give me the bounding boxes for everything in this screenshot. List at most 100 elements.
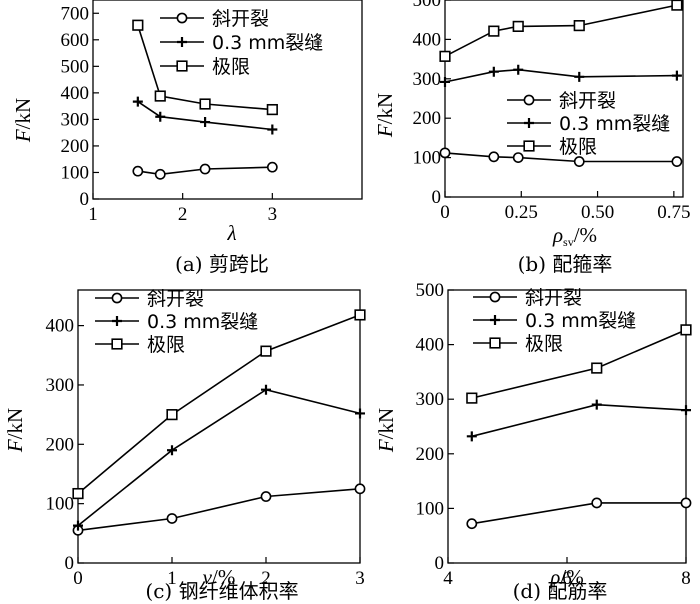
x-tick-label: 3 [268,204,278,225]
data-point [166,513,178,524]
data-point [439,147,451,159]
data-point [573,20,585,32]
panel-caption: (c) 钢纤维体积率 [145,579,298,603]
y-tick-label: 100 [413,148,442,169]
data-point [166,409,178,421]
data-point [574,71,585,82]
data-point [591,362,603,374]
legend-marker [490,315,500,325]
legend-marker [111,292,123,304]
data-point [72,487,84,500]
legend-marker [177,37,187,47]
legend-marker [176,60,188,72]
data-point [488,25,500,37]
y-tick-label: 400 [413,29,442,50]
data-point [154,90,166,102]
series-line-1 [137,166,273,176]
x-tick-label: 0.75 [657,202,690,223]
legend-entry: 斜开裂 [559,90,616,112]
chart-panel-4: 0 100 200 300 400 500 4 6 8 F/kN ρ/%(d) 配筋率 斜开裂0.3 … [374,280,692,603]
data-point [488,66,499,77]
y-tick-label: 600 [61,30,90,51]
data-point [512,20,524,32]
data-point [155,111,166,122]
data-point [440,76,450,87]
data-point [354,309,366,321]
data-point [681,405,691,416]
x-tick-label: 2 [178,204,188,225]
data-point [73,520,83,531]
y-tick-label: 0 [65,553,75,574]
x-tick-label: 1 [88,204,98,225]
data-point [132,19,144,31]
data-point [260,491,272,502]
data-point [573,156,585,167]
legend-marker [524,118,534,128]
legend-marker [489,337,501,349]
data-point [466,518,478,530]
series-line-2 [471,403,687,438]
legend-entry: 0.3 mm裂缝 [147,311,258,333]
panel-caption: (b) 配箍率 [518,252,613,276]
y-axis-label: F/kN [374,408,398,453]
x-tick-label: 8 [681,568,691,589]
data-point [591,497,603,509]
y-tick-label: 700 [61,3,90,24]
series-line-3 [137,24,273,111]
chart-panel-3: 0 100 200 300 400 0 1 2 3 F/kN v/%(c) 钢纤维体积率斜开裂0.3… [3,288,366,603]
legend-entry: 0.3 mm裂缝 [525,310,636,332]
data-point [260,345,272,357]
data-point [466,431,477,442]
x-tick-label: 0 [73,568,83,589]
legend-marker [111,338,123,350]
data-point [680,324,692,336]
y-tick-label: 0 [435,553,445,574]
legend-marker [523,140,535,152]
data-point [671,0,683,11]
legend-entry: 斜开裂 [147,288,204,310]
y-tick-label: 500 [413,0,442,11]
panel-caption: (d) 配筋率 [513,579,608,603]
y-axis-label: F/kN [3,408,27,453]
data-point [199,163,211,175]
y-axis-label: F/kN [373,93,397,138]
y-tick-label: 200 [61,136,90,157]
data-point [132,96,143,107]
legend-entry: 极限 [212,56,250,78]
x-axis-label: λ [226,221,236,245]
data-point [199,98,211,110]
legend-entry: 极限 [559,136,597,158]
y-tick-label: 100 [61,162,90,183]
data-point [267,124,278,135]
y-tick-label: 400 [416,335,445,356]
data-point [671,70,682,81]
legend-marker [523,94,535,106]
y-tick-label: 500 [416,280,445,301]
x-tick-label: 6 [562,568,572,589]
series-line-2 [444,68,677,83]
plot-frame [444,0,684,198]
x-tick-label: 0 [440,202,450,223]
y-tick-label: 400 [46,316,75,337]
data-point [200,117,211,128]
x-axis-label: ρsv/% [552,223,597,249]
data-point [132,165,144,177]
series-line-2 [137,100,273,131]
y-tick-label: 300 [46,375,75,396]
data-point [355,408,365,419]
series-line-3 [471,329,687,399]
series-line-2 [77,388,361,527]
legend-marker [489,291,501,303]
data-point [488,151,500,163]
legend-marker [176,12,188,24]
y-tick-label: 200 [46,434,75,455]
plot-frame [92,0,363,200]
y-tick-label: 100 [46,494,75,515]
y-tick-label: 300 [413,69,442,90]
series-line-1 [471,502,686,525]
legend-entry: 极限 [525,333,563,355]
y-tick-label: 400 [61,83,90,104]
y-tick-label: 0 [432,187,442,208]
data-point [154,168,166,180]
